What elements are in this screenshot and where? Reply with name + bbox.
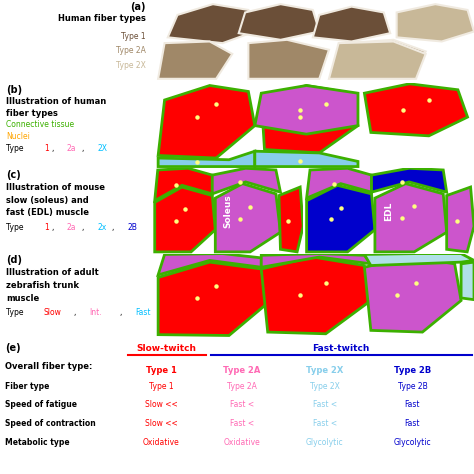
Text: Fast-twitch: Fast-twitch <box>312 344 370 353</box>
Polygon shape <box>329 42 426 79</box>
Polygon shape <box>239 4 319 40</box>
Polygon shape <box>345 40 426 79</box>
Text: zebrafish trunk: zebrafish trunk <box>6 281 79 290</box>
Text: Speed of contraction: Speed of contraction <box>5 419 95 428</box>
Text: Slow <<: Slow << <box>145 419 178 428</box>
Polygon shape <box>261 257 371 334</box>
Text: Fast <: Fast < <box>230 400 254 409</box>
Text: Type 1: Type 1 <box>149 382 173 391</box>
Polygon shape <box>255 151 358 166</box>
Polygon shape <box>212 168 281 194</box>
Text: 1: 1 <box>44 145 49 154</box>
Text: Type 2A: Type 2A <box>227 382 257 391</box>
Polygon shape <box>158 42 232 79</box>
Polygon shape <box>168 4 255 43</box>
Text: Fiber type: Fiber type <box>5 382 49 391</box>
Polygon shape <box>255 85 358 134</box>
Text: EDL: EDL <box>384 201 393 220</box>
Text: ,: , <box>82 145 87 154</box>
Text: Nuclei: Nuclei <box>6 132 30 141</box>
Polygon shape <box>461 262 474 300</box>
Text: Slow-twitch: Slow-twitch <box>136 344 196 353</box>
Polygon shape <box>158 151 255 166</box>
Text: Type 2A: Type 2A <box>116 46 146 55</box>
Text: Human fiber types: Human fiber types <box>58 14 146 23</box>
Polygon shape <box>158 262 268 336</box>
Text: Fast <: Fast < <box>313 400 337 409</box>
Text: Type 2X: Type 2X <box>310 382 340 391</box>
Polygon shape <box>248 40 329 79</box>
Text: fiber types: fiber types <box>6 109 58 118</box>
Polygon shape <box>307 185 375 252</box>
Text: Type 2B: Type 2B <box>398 382 427 391</box>
Text: ,: , <box>74 308 79 317</box>
Text: Illustration of mouse: Illustration of mouse <box>6 183 105 192</box>
Polygon shape <box>365 254 474 265</box>
Polygon shape <box>375 183 447 252</box>
Polygon shape <box>155 187 215 252</box>
Text: Type: Type <box>6 145 26 154</box>
Text: Slow <<: Slow << <box>145 400 178 409</box>
Text: Type 2B: Type 2B <box>394 366 431 375</box>
Text: 2a: 2a <box>67 223 76 232</box>
Polygon shape <box>313 7 390 42</box>
Text: Slow: Slow <box>44 308 62 317</box>
Text: 2x: 2x <box>97 223 106 232</box>
Text: Type 2X: Type 2X <box>306 366 343 375</box>
Text: Overall fiber type:: Overall fiber type: <box>5 362 92 371</box>
Text: 2a: 2a <box>67 145 76 154</box>
Text: Oxidative: Oxidative <box>223 438 260 447</box>
Text: ,: , <box>120 308 125 317</box>
Polygon shape <box>261 254 371 267</box>
Text: Int.: Int. <box>90 308 102 317</box>
Text: ,: , <box>52 223 56 232</box>
Text: 2B: 2B <box>128 223 137 232</box>
Text: (c): (c) <box>6 170 21 180</box>
Text: Connective tissue: Connective tissue <box>6 120 74 129</box>
Text: Type 1: Type 1 <box>146 366 177 375</box>
Text: (d): (d) <box>6 255 22 265</box>
Text: (e): (e) <box>5 343 20 353</box>
Text: fast (EDL) muscle: fast (EDL) muscle <box>6 209 89 218</box>
Text: ,: , <box>52 145 56 154</box>
Text: Soleus: Soleus <box>223 194 232 228</box>
Text: Type 1: Type 1 <box>121 32 146 40</box>
Polygon shape <box>372 168 447 192</box>
Polygon shape <box>365 257 461 332</box>
Polygon shape <box>279 187 303 252</box>
Text: Fast <: Fast < <box>230 419 254 428</box>
Polygon shape <box>261 85 358 153</box>
Text: Illustration of adult: Illustration of adult <box>6 268 99 277</box>
Text: Oxidative: Oxidative <box>143 438 180 447</box>
Polygon shape <box>215 183 281 252</box>
Polygon shape <box>158 254 261 275</box>
Text: Glycolytic: Glycolytic <box>306 438 344 447</box>
Text: muscle: muscle <box>6 294 39 303</box>
Text: 1: 1 <box>44 223 49 232</box>
Text: 2X: 2X <box>97 145 107 154</box>
Text: Type 2X: Type 2X <box>116 62 146 70</box>
Polygon shape <box>158 85 255 158</box>
Text: Glycolytic: Glycolytic <box>393 438 431 447</box>
Text: (b): (b) <box>6 85 22 95</box>
Text: (a): (a) <box>130 2 146 12</box>
Text: Metabolic type: Metabolic type <box>5 438 69 447</box>
Text: Type 2A: Type 2A <box>223 366 260 375</box>
Text: Fast: Fast <box>405 400 420 409</box>
Text: Speed of fatigue: Speed of fatigue <box>5 400 77 409</box>
Text: Fast: Fast <box>405 419 420 428</box>
Text: Illustration of human: Illustration of human <box>6 97 106 106</box>
Polygon shape <box>307 168 372 198</box>
Text: ,: , <box>82 223 87 232</box>
Polygon shape <box>365 84 467 136</box>
Text: ,: , <box>112 223 117 232</box>
Text: Fast <: Fast < <box>313 419 337 428</box>
Text: Fast: Fast <box>135 308 151 317</box>
Polygon shape <box>447 187 474 252</box>
Polygon shape <box>397 4 474 42</box>
Text: Type: Type <box>6 223 26 232</box>
Text: slow (soleus) and: slow (soleus) and <box>6 196 89 205</box>
Text: Type: Type <box>6 308 26 317</box>
Polygon shape <box>155 168 212 201</box>
